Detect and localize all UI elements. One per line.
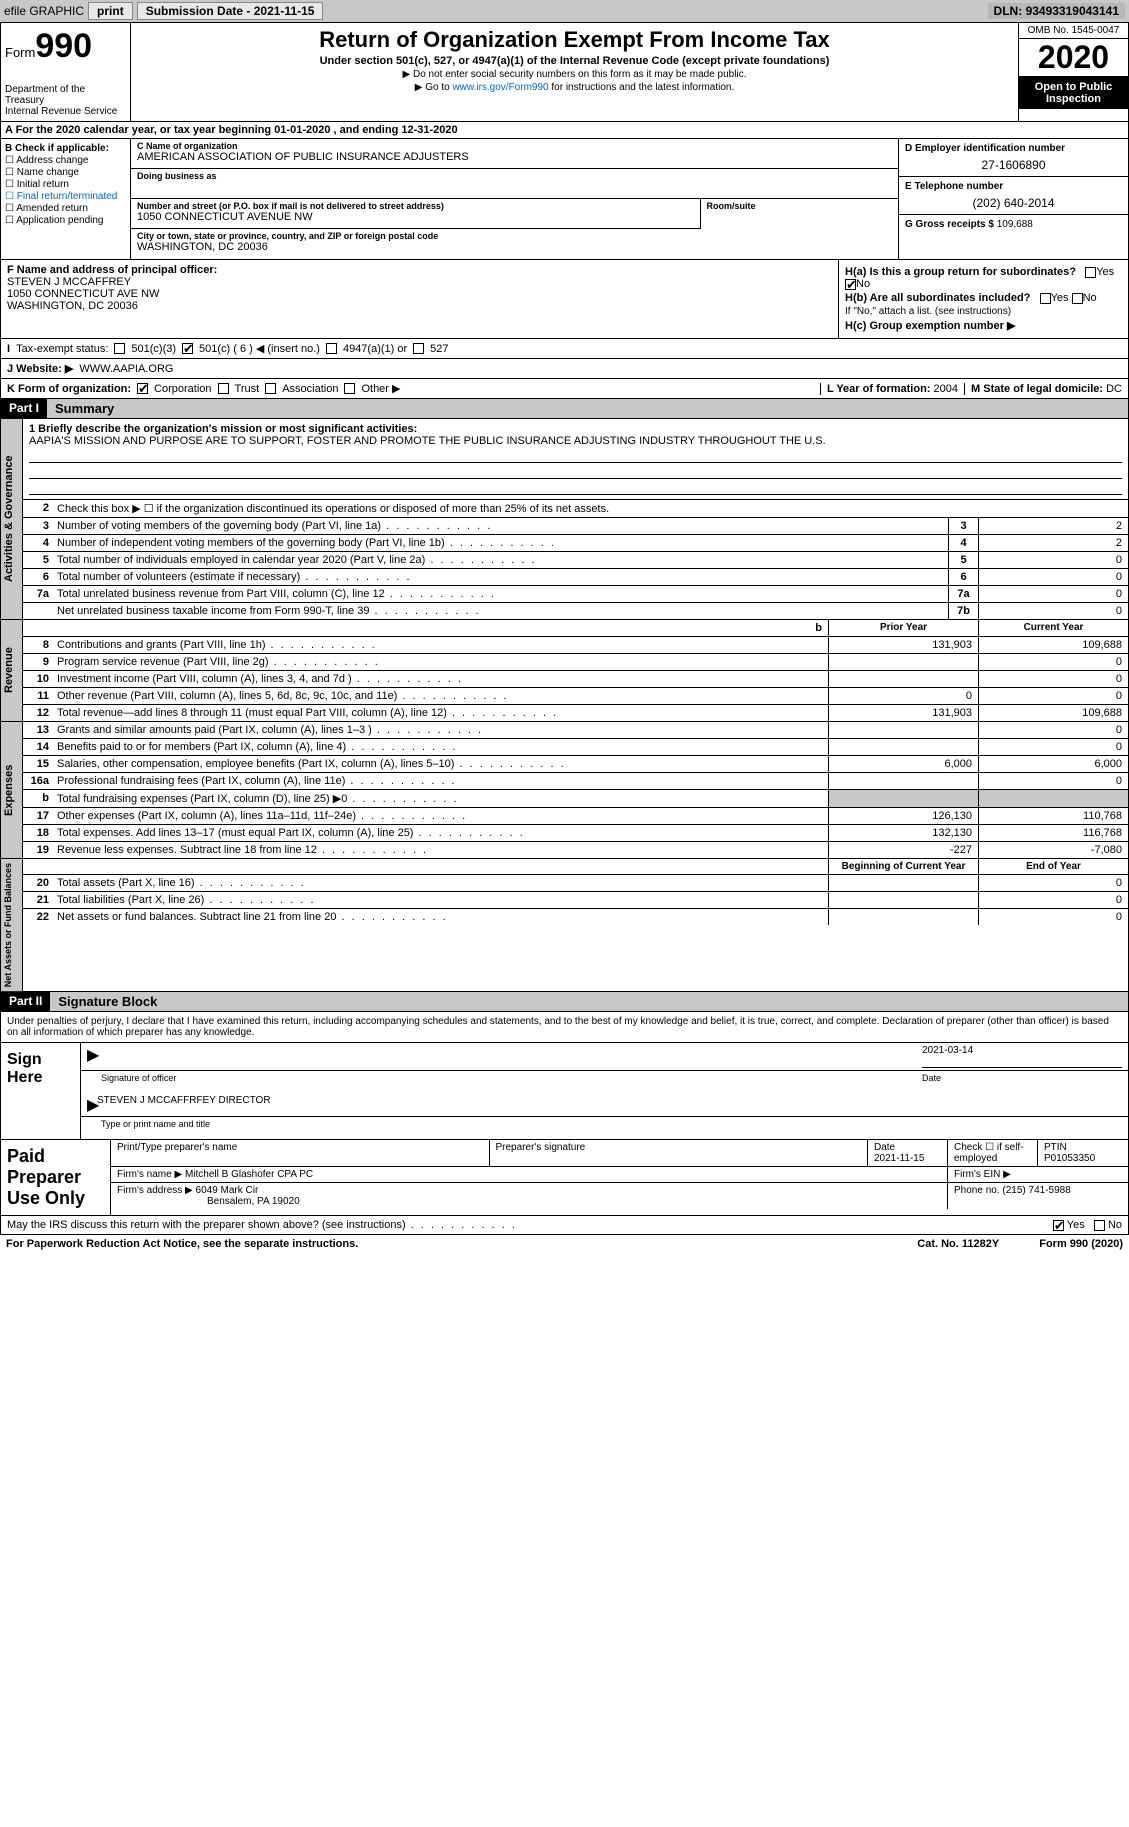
discuss-row: May the IRS discuss this return with the… — [0, 1216, 1129, 1235]
top-toolbar: efile GRAPHIC print Submission Date - 20… — [0, 0, 1129, 22]
form-title: Return of Organization Exempt From Incom… — [135, 27, 1014, 53]
row-a-tax-year: A For the 2020 calendar year, or tax yea… — [0, 122, 1129, 139]
signature-block: Under penalties of perjury, I declare th… — [0, 1012, 1129, 1140]
instructions-link[interactable]: www.irs.gov/Form990 — [452, 82, 548, 93]
section-b-c-d: B Check if applicable: ☐ Address change … — [0, 139, 1129, 260]
row-i-tax-status: ITax-exempt status: 501(c)(3) 501(c) ( 6… — [0, 339, 1129, 359]
footer: For Paperwork Reduction Act Notice, see … — [0, 1235, 1129, 1253]
summary-expenses: Expenses 13Grants and similar amounts pa… — [0, 722, 1129, 859]
efile-label: efile GRAPHIC — [4, 4, 84, 18]
summary-netassets: Net Assets or Fund Balances Beginning of… — [0, 859, 1129, 992]
part-ii-header: Part IISignature Block — [0, 992, 1129, 1012]
form-header: Form990 Department of the Treasury Inter… — [0, 22, 1129, 122]
tax-year: 2020 — [1019, 39, 1128, 77]
org-name: AMERICAN ASSOCIATION OF PUBLIC INSURANCE… — [137, 151, 892, 163]
paid-preparer: Paid Preparer Use Only Print/Type prepar… — [0, 1140, 1129, 1216]
dln: DLN: 93493319043141 — [988, 3, 1125, 19]
submission-date: Submission Date - 2021-11-15 — [137, 2, 324, 20]
row-k-form-org: K Form of organization: Corporation Trus… — [0, 379, 1129, 399]
row-j-website: J Website: ▶ WWW.AAPIA.ORG — [0, 359, 1129, 379]
part-i-header: Part ISummary — [0, 399, 1129, 419]
print-button[interactable]: print — [88, 2, 133, 20]
summary-revenue: Revenue bPrior YearCurrent Year 8Contrib… — [0, 620, 1129, 722]
section-f-h: F Name and address of principal officer:… — [0, 260, 1129, 339]
summary-governance: Activities & Governance 1 Briefly descri… — [0, 419, 1129, 620]
ein: 27-1606890 — [905, 158, 1122, 172]
